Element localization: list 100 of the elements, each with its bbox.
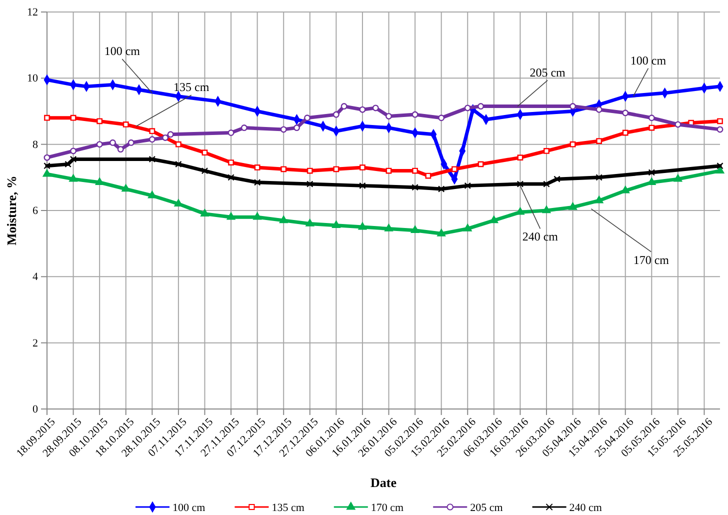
point	[412, 168, 418, 174]
point	[304, 114, 311, 122]
point	[148, 190, 156, 198]
point	[674, 174, 682, 182]
point	[202, 150, 208, 156]
point	[69, 174, 78, 182]
point	[228, 160, 234, 166]
point	[253, 212, 262, 220]
legend-label: 240 cm	[569, 502, 602, 514]
point	[717, 118, 723, 124]
point	[543, 180, 550, 188]
point	[149, 128, 156, 134]
point	[200, 209, 209, 216]
point	[333, 166, 340, 172]
point	[306, 168, 313, 174]
point	[280, 166, 287, 172]
point	[622, 110, 629, 116]
point	[167, 131, 174, 138]
point	[294, 124, 300, 132]
point	[716, 126, 724, 133]
point	[148, 156, 156, 163]
point	[306, 180, 314, 188]
point	[410, 226, 420, 234]
legend-label: 170 cm	[370, 502, 404, 514]
line-series	[44, 156, 724, 192]
point	[517, 154, 524, 161]
annotation: 205 cm	[530, 65, 566, 80]
point	[570, 141, 576, 148]
point	[70, 148, 77, 154]
point	[70, 156, 77, 163]
point	[226, 212, 236, 220]
point	[358, 222, 367, 230]
point	[148, 136, 156, 143]
legend-label: 135 cm	[272, 502, 305, 514]
point	[438, 186, 445, 192]
point	[386, 112, 392, 120]
point	[359, 182, 366, 190]
point	[306, 219, 314, 226]
point	[412, 111, 418, 118]
point	[340, 103, 348, 110]
point	[596, 174, 602, 181]
annotation: 135 cm	[174, 80, 210, 94]
point	[122, 122, 129, 128]
y-tick-label: 10	[27, 72, 38, 85]
point	[360, 164, 366, 170]
point	[478, 103, 484, 110]
point	[254, 178, 261, 186]
annotation: 240 cm	[522, 230, 559, 244]
point	[44, 154, 50, 161]
point	[117, 146, 124, 153]
point	[554, 176, 560, 182]
point	[516, 180, 524, 188]
legend-label: 100 cm	[172, 502, 206, 514]
point	[596, 106, 602, 113]
annotation: 100 cm	[630, 53, 667, 68]
point	[648, 124, 655, 131]
y-tick-label: 2	[32, 337, 38, 350]
point	[42, 169, 52, 177]
point	[175, 160, 182, 168]
point	[544, 148, 550, 154]
point	[596, 138, 602, 144]
point	[438, 114, 445, 122]
point	[542, 206, 551, 214]
point	[64, 160, 72, 168]
point	[279, 216, 288, 224]
point	[570, 103, 576, 110]
point	[482, 114, 490, 124]
point	[122, 184, 130, 192]
point	[128, 139, 134, 146]
point	[648, 169, 656, 176]
point	[332, 220, 340, 228]
point	[716, 162, 724, 170]
y-tick-label: 12	[27, 6, 38, 19]
y-axis-title: Moisture, %	[4, 176, 19, 246]
point	[648, 114, 655, 122]
point	[568, 202, 577, 210]
point	[452, 166, 458, 172]
point	[594, 196, 604, 204]
point	[70, 114, 76, 121]
point	[674, 121, 682, 128]
point	[384, 224, 393, 232]
annotation: 100 cm	[104, 44, 141, 58]
y-tick-label: 0	[32, 404, 38, 416]
point	[359, 106, 366, 113]
point	[464, 182, 472, 190]
point	[176, 141, 182, 148]
x-axis-title: Date	[370, 475, 397, 490]
point	[490, 216, 498, 224]
point	[437, 228, 446, 236]
point	[44, 162, 50, 170]
point	[254, 164, 260, 170]
point	[478, 161, 484, 168]
legend-label: 205 cm	[470, 502, 504, 514]
annotation: 170 cm	[633, 252, 670, 267]
point	[386, 168, 392, 174]
point	[280, 126, 287, 133]
point	[463, 224, 472, 232]
point	[228, 174, 234, 181]
point	[96, 118, 103, 124]
point	[228, 130, 234, 136]
